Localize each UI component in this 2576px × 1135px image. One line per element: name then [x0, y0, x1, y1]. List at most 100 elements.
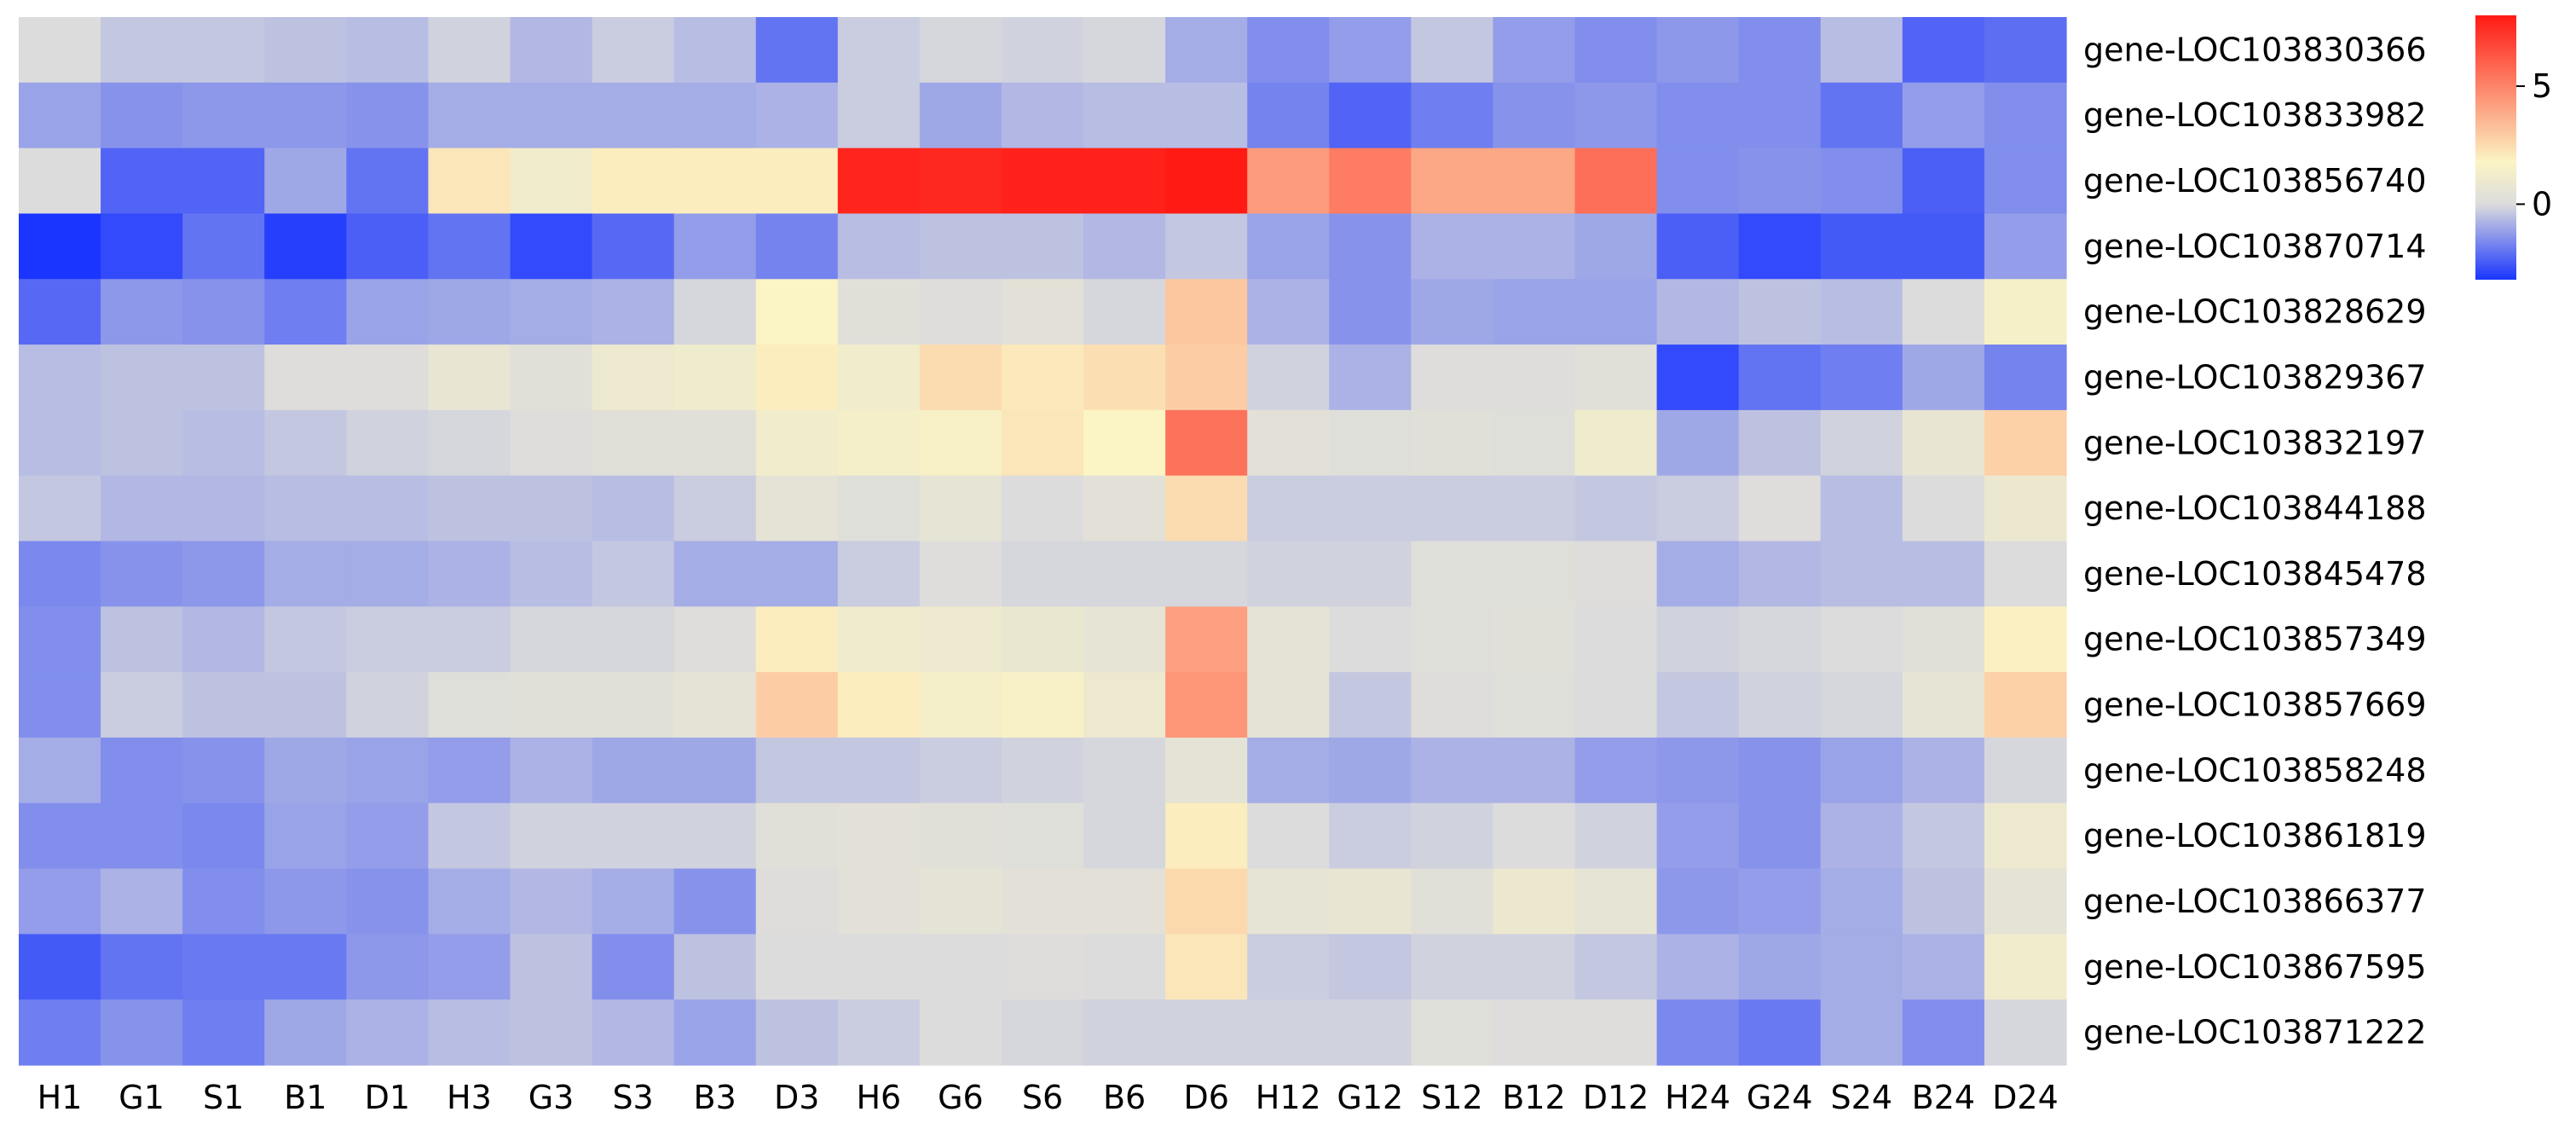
heatmap-cell: [101, 213, 183, 280]
heatmap-cell: [1247, 345, 1330, 411]
heatmap-cell: [1165, 345, 1248, 411]
heatmap-cell: [346, 868, 429, 935]
heatmap-cell: [1656, 802, 1740, 870]
heatmap-cell: [101, 541, 183, 607]
heatmap-cell: [346, 541, 429, 607]
column-label: S24: [1831, 1079, 1892, 1116]
heatmap-cell: [919, 934, 1002, 1000]
heatmap-cell: [264, 672, 347, 738]
row-label: gene-LOC103867595: [2083, 948, 2427, 986]
heatmap-cell: [1984, 409, 2067, 477]
heatmap-cell: [1083, 82, 1166, 149]
heatmap-cell: [1411, 475, 1494, 542]
heatmap-cell: [673, 737, 757, 804]
heatmap-cell: [837, 17, 921, 84]
heatmap-cell: [1001, 82, 1084, 149]
heatmap-cell: [1329, 82, 1412, 149]
heatmap-cell: [1411, 541, 1494, 607]
heatmap-cell: [346, 999, 429, 1066]
heatmap-cell: [1902, 409, 1985, 477]
heatmap-cell: [1738, 82, 1822, 149]
heatmap-cell: [19, 475, 101, 542]
heatmap-cell: [1820, 475, 1903, 542]
column-label: B6: [1103, 1079, 1146, 1116]
heatmap-cell: [1083, 737, 1166, 804]
heatmap-cell: [1656, 934, 1740, 1000]
heatmap-cell: [182, 672, 265, 738]
heatmap-cell: [755, 802, 839, 870]
colorbar: 50: [2475, 15, 2552, 280]
heatmap-cell: [19, 409, 101, 477]
heatmap-cell: [346, 475, 429, 542]
heatmap-cell: [1574, 17, 1658, 84]
heatmap-cell: [510, 672, 593, 738]
heatmap-cell: [1902, 82, 1985, 149]
heatmap-cell: [264, 409, 347, 477]
heatmap-cell: [1656, 541, 1740, 607]
heatmap-cell: [673, 934, 757, 1000]
heatmap-cell: [510, 345, 593, 411]
heatmap-cell: [919, 148, 1002, 215]
heatmap-cell: [346, 17, 429, 84]
heatmap-cell: [1411, 737, 1494, 804]
heatmap-cell: [264, 82, 347, 149]
heatmap-cell: [1247, 541, 1330, 607]
heatmap-cell: [673, 606, 757, 673]
row-label: gene-LOC103844188: [2083, 489, 2427, 527]
heatmap-cell: [1574, 82, 1658, 149]
heatmap-cell: [1574, 475, 1658, 542]
heatmap-cell: [1984, 279, 2067, 345]
heatmap-cell: [19, 934, 101, 1000]
row-label: gene-LOC103858248: [2083, 751, 2427, 789]
heatmap-cell: [1083, 17, 1166, 84]
heatmap-cell: [1083, 345, 1166, 411]
heatmap-cell: [1247, 672, 1330, 738]
heatmap-cell: [1165, 82, 1248, 149]
heatmap-cell: [837, 409, 921, 477]
row-label: gene-LOC103871222: [2083, 1014, 2427, 1051]
heatmap-cell: [755, 606, 839, 673]
heatmap-cell: [1902, 606, 1985, 673]
heatmap-cell: [1984, 82, 2067, 149]
heatmap-cell: [1493, 672, 1576, 738]
heatmap-cell: [919, 802, 1002, 870]
heatmap-cell: [755, 17, 839, 84]
heatmap-cell: [510, 409, 593, 477]
heatmap-cell: [182, 802, 265, 870]
heatmap-cell: [428, 934, 511, 1000]
heatmap-cell: [1738, 409, 1822, 477]
heatmap-cell: [592, 606, 675, 673]
heatmap-cell: [1001, 737, 1084, 804]
column-label: G1: [118, 1079, 165, 1116]
heatmap-cell: [1738, 148, 1822, 215]
heatmap-cell: [1083, 672, 1166, 738]
heatmap-cell: [510, 475, 593, 542]
heatmap-cell: [1902, 999, 1985, 1066]
heatmap-cell: [1574, 999, 1658, 1066]
column-label: D24: [1992, 1079, 2059, 1116]
heatmap-cell: [673, 802, 757, 870]
heatmap-cell: [346, 345, 429, 411]
heatmap-cell: [19, 17, 101, 84]
column-label: D12: [1583, 1079, 1649, 1116]
row-label: gene-LOC103861819: [2083, 817, 2427, 854]
heatmap-cell: [428, 606, 511, 673]
heatmap-cell: [1411, 934, 1494, 1000]
heatmap-cell: [673, 17, 757, 84]
heatmap-cell: [1574, 148, 1658, 215]
heatmap-cell: [837, 213, 921, 280]
heatmap-cell: [19, 802, 101, 870]
row-label: gene-LOC103829367: [2083, 358, 2427, 396]
heatmap-cell: [837, 345, 921, 411]
heatmap-cell: [1001, 606, 1084, 673]
heatmap-cell: [182, 82, 265, 149]
heatmap-cell: [1656, 82, 1740, 149]
heatmap-cell: [755, 868, 839, 935]
heatmap-cell: [1001, 868, 1084, 935]
heatmap-cell: [1001, 541, 1084, 607]
heatmap-cell: [101, 148, 183, 215]
heatmap-cell: [1493, 999, 1576, 1066]
heatmap-cell: [428, 672, 511, 738]
heatmap-cell: [346, 279, 429, 345]
heatmap-cell: [592, 17, 675, 84]
